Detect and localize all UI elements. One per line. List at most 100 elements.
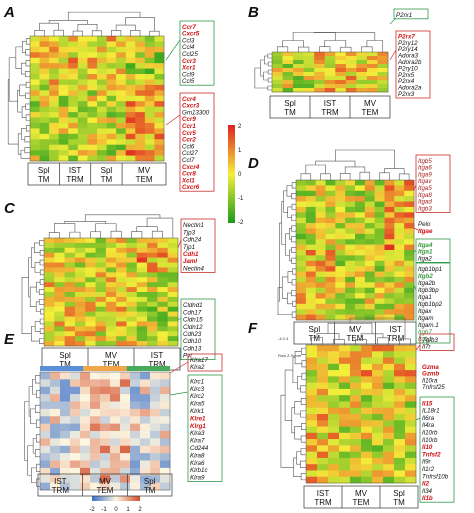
heatmap-cell (80, 394, 91, 402)
heatmap-cell (282, 56, 294, 61)
heatmap-cell (296, 201, 307, 208)
connector-line (177, 239, 182, 249)
dendrogram-branch (305, 164, 326, 174)
heatmap-cell (80, 445, 91, 454)
heatmap-cell (39, 106, 50, 113)
heatmap-cell (339, 363, 351, 371)
heatmap-cell (394, 351, 406, 358)
heatmap-cell (150, 438, 161, 447)
group-label-line1: IST (317, 489, 330, 498)
heatmap-cell (100, 416, 111, 424)
heatmap-cell (54, 282, 65, 288)
heatmap-cell (306, 445, 318, 452)
heatmap-cell (394, 414, 406, 421)
group-label-line2: TRM (387, 334, 405, 343)
heatmap-cell (144, 63, 155, 69)
heatmap-cell (361, 351, 373, 358)
heatmap-cell (39, 41, 50, 48)
heatmap-cell (136, 292, 148, 298)
heatmap-cell (364, 244, 375, 251)
heatmap-cell (97, 36, 107, 42)
heatmap-cell (339, 382, 351, 390)
heatmap-cell (125, 101, 136, 107)
heatmap-cell (303, 52, 315, 57)
heatmap-cell (140, 408, 151, 417)
heatmap-cell (306, 420, 318, 427)
gene-label: Adora3 (397, 53, 419, 60)
heatmap-cell (315, 244, 326, 251)
heatmap-cell (167, 336, 179, 342)
group-label-line1: Spl (101, 166, 113, 175)
heatmap-cell (68, 52, 79, 59)
heatmap-cell (97, 52, 107, 59)
heatmap-cell (160, 386, 171, 395)
dendrogram-top-a (34, 11, 160, 36)
heatmap-cell (361, 445, 373, 452)
heatmap-cell (335, 68, 347, 73)
heatmap-cell (105, 262, 117, 268)
heatmap-cell (394, 357, 406, 365)
heatmap-cell (345, 260, 356, 267)
heatmap-cell (54, 321, 65, 327)
heatmap-cell (77, 106, 88, 113)
gene-label: Itgav (418, 178, 432, 185)
heatmap-cell (58, 79, 69, 86)
heatmap-cell (135, 144, 146, 151)
heatmap-cell (54, 242, 65, 249)
heatmap-cell (77, 95, 88, 102)
heatmap-cell (154, 95, 165, 102)
heatmap-cell (394, 382, 406, 390)
heatmap-cell (30, 46, 40, 53)
group-label-line2: TEM (347, 334, 364, 343)
heatmap-cell (364, 228, 375, 235)
gene-label: Klra9 (190, 475, 205, 482)
heatmap-cell (44, 301, 55, 308)
heatmap-cell (167, 247, 179, 254)
heatmap-cell (377, 80, 389, 85)
heatmap-cell (335, 239, 346, 245)
heatmap-cell (64, 272, 76, 278)
heatmap-cell (335, 212, 346, 218)
heatmap-cell (325, 223, 336, 229)
heatmap-cell (296, 180, 307, 186)
heatmap-cell (144, 128, 155, 135)
heatmap-cell (58, 117, 69, 124)
heatmap-cell (44, 277, 55, 283)
heatmap-cell (130, 386, 141, 395)
heatmap-cell (144, 150, 155, 156)
heatmap-cell (335, 190, 346, 197)
gene-label: Il1r2 (422, 466, 435, 473)
heatmap-cell (49, 36, 60, 42)
heatmap-cell (54, 331, 65, 337)
dendrogram-branch (19, 84, 27, 97)
heatmap-cell (147, 331, 158, 337)
gene-label: Itgb5 (418, 158, 432, 165)
heatmap-cell (317, 345, 329, 352)
heatmap-cell (105, 321, 117, 327)
heatmap-cell (374, 293, 385, 299)
heatmap-cell (54, 238, 65, 244)
heatmap-cell (44, 238, 55, 244)
heatmap-cell (293, 72, 304, 77)
dendrogram-branch (24, 147, 30, 154)
heatmap-cell (306, 407, 318, 415)
heatmap-cell (335, 244, 346, 251)
heatmap-cell (40, 423, 51, 432)
heatmap-cell (60, 475, 71, 483)
heatmap-cell (64, 316, 76, 322)
dendrogram-branch (384, 168, 405, 174)
heatmap-cell (364, 217, 375, 224)
heatmap-cell (125, 112, 136, 118)
heatmap-cell (315, 223, 326, 229)
heatmap-cell (374, 201, 385, 208)
heatmap-cell (317, 439, 329, 446)
heatmap-cell (355, 180, 366, 186)
heatmap-cell (160, 379, 171, 388)
heatmap-cell (50, 438, 61, 447)
heatmap-cell (64, 331, 76, 337)
heatmap-cell (68, 128, 79, 135)
heatmap-cell (394, 445, 406, 452)
dendrogram-branch (277, 287, 293, 315)
heatmap-cell (394, 212, 405, 218)
